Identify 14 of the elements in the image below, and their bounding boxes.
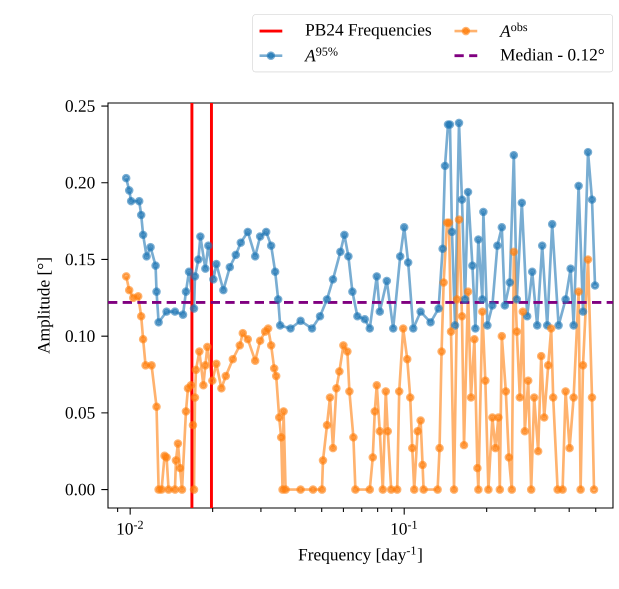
legend-label: A$^{95%}$ <box>304 47 338 62</box>
y-tick-label: 0.20 <box>66 176 95 189</box>
legend-label: Median - 0.12° <box>500 48 604 61</box>
y-tick-label: 0.25 <box>66 100 95 112</box>
y-tick-label: 0.00 <box>66 484 95 496</box>
legend-label: PB24 Frequencies <box>306 24 432 40</box>
y-tick-label: 0.05 <box>66 406 95 419</box>
x-axis-title: Frequency [day$^{-1}$] <box>298 546 422 564</box>
y-axis-title: Amplitude [°] <box>37 258 54 354</box>
y-tick-label: 0.10 <box>66 330 95 342</box>
y-tick-label: 0.15 <box>66 254 95 266</box>
x-tick-label: 10$^{-1}$ <box>392 520 417 535</box>
x-tick-label: 10$^{-2}$ <box>118 520 143 535</box>
legend-label: A$^{obs}$ <box>499 22 528 37</box>
